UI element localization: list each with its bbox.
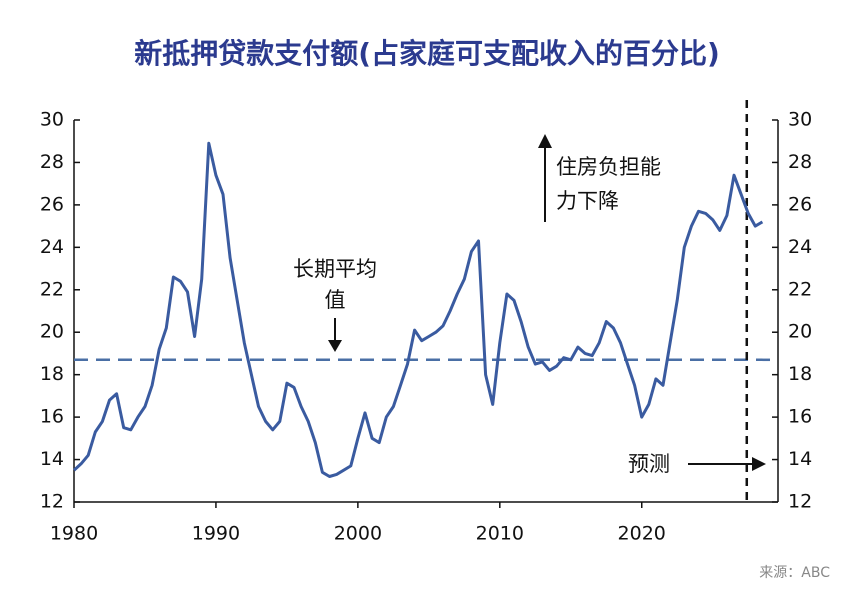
source: 来源：ABC xyxy=(759,565,830,581)
y-tick-label: 16 xyxy=(40,406,64,428)
y-tick-label: 28 xyxy=(40,151,64,173)
annotation: 长期平均 xyxy=(293,257,377,281)
y-tick-label: 26 xyxy=(40,193,64,215)
annotation: 预测 xyxy=(628,452,670,476)
chart-title: 新抵押贷款支付额(占家庭可支配收入的百分比) xyxy=(134,37,720,70)
y2-tick-label: 22 xyxy=(788,278,812,300)
y-tick-label: 14 xyxy=(40,448,64,470)
y-tick-label: 30 xyxy=(40,109,64,131)
annotation: 住房负担能 xyxy=(556,155,661,179)
y2-tick-label: 18 xyxy=(788,363,812,385)
y2-tick-label: 30 xyxy=(788,109,812,131)
y2-tick-label: 20 xyxy=(788,321,812,343)
annotation: 力下降 xyxy=(556,189,619,213)
arrow-head xyxy=(328,340,342,352)
arrow-head xyxy=(752,457,766,471)
y-tick-label: 18 xyxy=(40,363,64,385)
y2-tick-label: 24 xyxy=(788,236,812,258)
x-tick-label: 1990 xyxy=(192,523,240,545)
annotation: 值 xyxy=(325,288,346,312)
y2-tick-label: 14 xyxy=(788,448,812,470)
x-tick-label: 1980 xyxy=(50,523,98,545)
y2-tick-label: 16 xyxy=(788,406,812,428)
x-tick-label: 2010 xyxy=(476,523,524,545)
y-tick-label: 20 xyxy=(40,321,64,343)
x-tick-label: 2020 xyxy=(618,523,666,545)
x-tick-label: 2000 xyxy=(334,523,382,545)
y-tick-label: 12 xyxy=(40,491,64,513)
y2-tick-label: 12 xyxy=(788,491,812,513)
arrow-head xyxy=(538,134,552,148)
data-line xyxy=(72,141,764,478)
y2-tick-label: 28 xyxy=(788,151,812,173)
y2-tick-label: 26 xyxy=(788,193,812,215)
y-tick-label: 24 xyxy=(40,236,64,258)
y-tick-label: 22 xyxy=(40,278,64,300)
